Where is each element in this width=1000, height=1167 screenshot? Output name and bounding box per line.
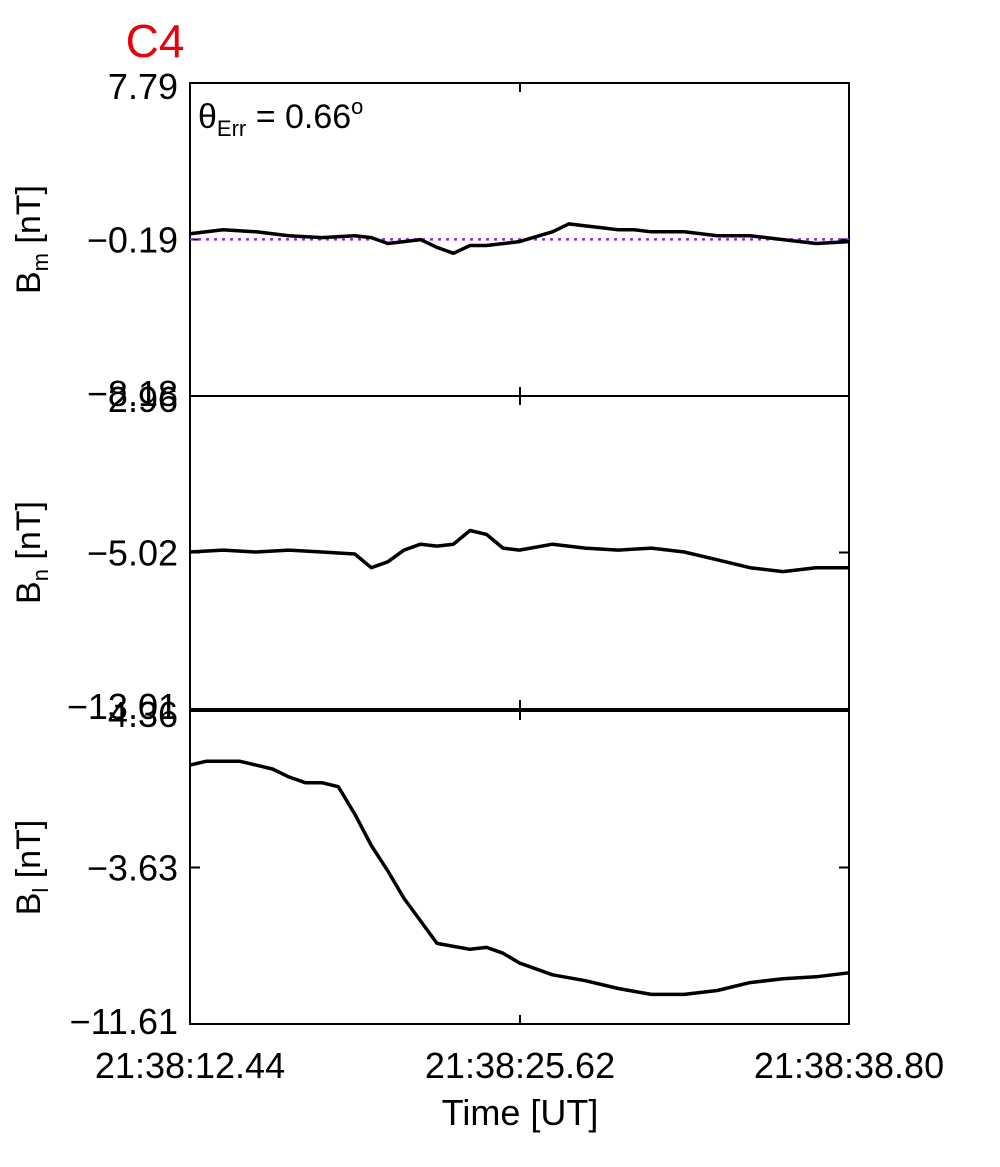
y-axis-label: Bm [nT] (10, 185, 53, 294)
series-line (189, 528, 849, 574)
series-line (189, 222, 850, 256)
y-tick-label: −0.19 (87, 220, 178, 261)
x-tick-label: 21:38:38.80 (754, 1045, 944, 1086)
y-tick-label: 2.96 (108, 379, 178, 420)
x-tick-label: 21:38:25.62 (425, 1045, 615, 1086)
y-axis-label: Bl [nT] (10, 820, 53, 916)
x-tick-label: 21:38:12.44 (95, 1045, 285, 1086)
y-tick-label: −11.61 (70, 1001, 178, 1042)
series-line (189, 759, 850, 997)
y-tick-label: −8.18 (87, 373, 178, 414)
panels-group: 7.79 −0.19 −8.18 Bm [nT] θErr = 0.66o 2.96 −5.… (10, 66, 850, 1042)
y-tick-label: 4.36 (108, 694, 178, 735)
panel-frame (189, 710, 850, 1025)
y-tick-label: −5.02 (87, 533, 178, 574)
y-tick-label: −13.01 (67, 686, 178, 727)
panel-frame (189, 395, 850, 710)
y-tick-label: −3.63 (87, 848, 178, 889)
x-axis-label: Time [UT] (442, 1092, 599, 1133)
panel-1: 7.79 −0.19 −8.18 Bm [nT] θErr = 0.66o (10, 66, 850, 414)
y-tick-label: 7.79 (108, 66, 178, 107)
panel-3: 4.36 −3.63 −11.61 Bl [nT] (10, 694, 850, 1042)
chart-title: C4 (126, 15, 185, 67)
x-tick-labels: 21:38:12.44 21:38:25.62 21:38:38.80 (95, 1045, 944, 1086)
y-axis-label: Bn [nT] (10, 501, 53, 604)
panel-2: 2.96 −5.02 −13.01 Bn [nT] (10, 379, 850, 727)
annotation-theta-err: θErr = 0.66o (198, 94, 363, 141)
